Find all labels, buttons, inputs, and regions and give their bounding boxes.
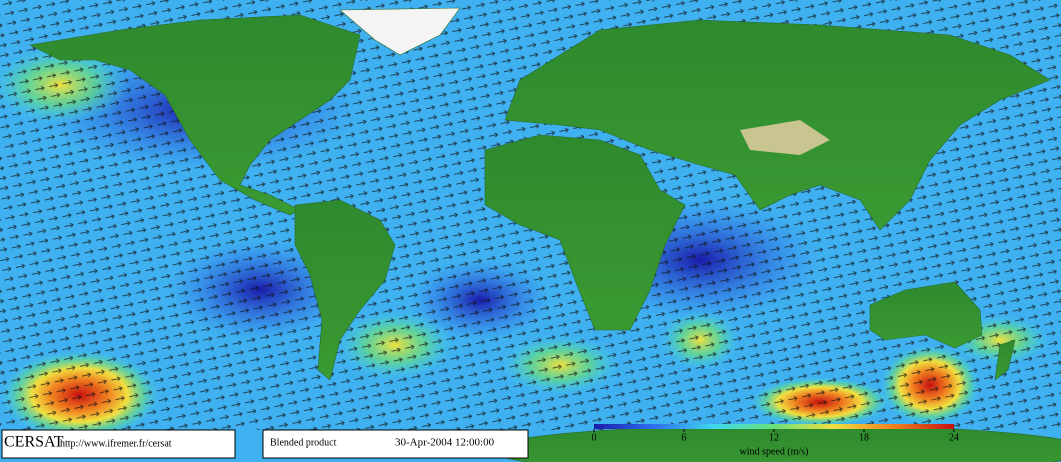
info-boxes: CERSAT http://www.ifremer.fr/cersat Blen… — [1, 429, 529, 459]
colorbar-tick-label: 24 — [949, 432, 959, 443]
colorbar-tick-label: 18 — [859, 432, 869, 443]
colorbar-tick-label: 0 — [592, 432, 597, 443]
date: 30-Apr-2004 12:00:00 — [395, 437, 495, 449]
product-box — [262, 429, 529, 459]
logo-box — [1, 429, 236, 459]
colorbar-label: wind speed (m/s) — [740, 446, 809, 457]
colorbar-tick-label: 6 — [682, 432, 687, 443]
product: Blended product — [270, 437, 337, 448]
colorbar: wind speed (m/s) 0 6 12 18 24 — [592, 424, 959, 457]
url: http://www.ifremer.fr/cersat — [60, 438, 172, 449]
logo: CERSAT — [4, 434, 64, 451]
colorbar-ramp — [594, 424, 954, 429]
colorbar-tick-label: 12 — [769, 432, 779, 443]
continents — [29, 7, 1061, 462]
